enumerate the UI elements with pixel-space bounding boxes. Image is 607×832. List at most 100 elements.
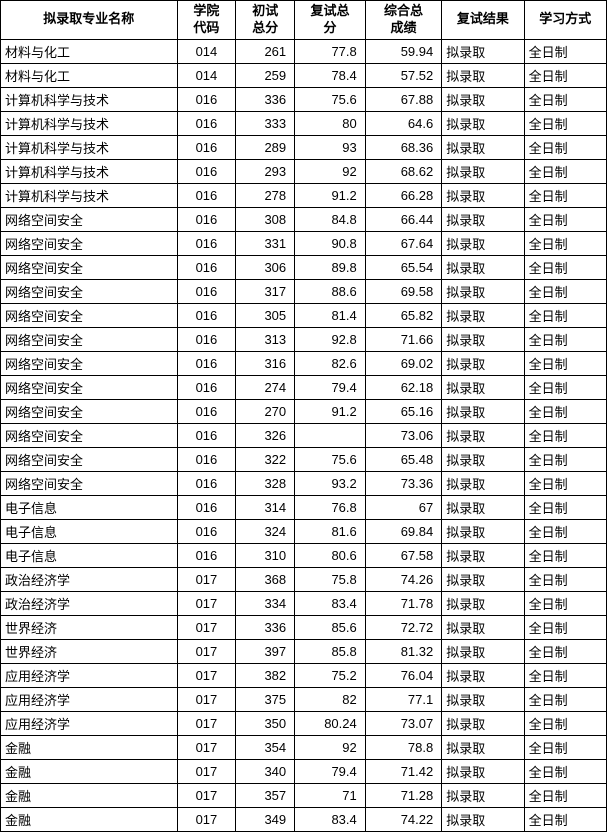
table-cell: 310 — [236, 543, 295, 567]
table-cell: 014 — [177, 39, 236, 63]
table-cell: 59.94 — [365, 39, 441, 63]
table-cell: 电子信息 — [1, 519, 178, 543]
table-row: 网络空间安全01633190.867.64拟录取全日制 — [1, 231, 607, 255]
table-cell: 016 — [177, 183, 236, 207]
table-cell: 全日制 — [524, 63, 606, 87]
table-cell: 金融 — [1, 735, 178, 759]
table-cell: 017 — [177, 735, 236, 759]
table-row: 材料与化工01426177.859.94拟录取全日制 — [1, 39, 607, 63]
table-cell: 331 — [236, 231, 295, 255]
table-cell: 68.62 — [365, 159, 441, 183]
table-cell: 83.4 — [295, 591, 366, 615]
table-cell: 326 — [236, 423, 295, 447]
table-cell: 82 — [295, 687, 366, 711]
table-cell: 270 — [236, 399, 295, 423]
header-row: 拟录取专业名称学院代码初试总分复试总分综合总成绩复试结果学习方式 — [1, 1, 607, 40]
table-cell: 75.8 — [295, 567, 366, 591]
table-cell: 93 — [295, 135, 366, 159]
table-cell: 计算机科学与技术 — [1, 135, 178, 159]
table-cell: 全日制 — [524, 639, 606, 663]
table-cell: 政治经济学 — [1, 567, 178, 591]
table-row: 网络空间安全01632893.273.36拟录取全日制 — [1, 471, 607, 495]
table-cell: 016 — [177, 135, 236, 159]
table-row: 网络空间安全01630689.865.54拟录取全日制 — [1, 255, 607, 279]
header-cell: 复试总分 — [295, 1, 366, 40]
table-cell: 拟录取 — [442, 783, 524, 807]
table-cell: 340 — [236, 759, 295, 783]
table-cell: 85.8 — [295, 639, 366, 663]
table-cell: 274 — [236, 375, 295, 399]
table-cell: 328 — [236, 471, 295, 495]
table-cell: 017 — [177, 663, 236, 687]
table-row: 计算机科学与技术0163338064.6拟录取全日制 — [1, 111, 607, 135]
table-cell: 82.6 — [295, 351, 366, 375]
table-cell: 拟录取 — [442, 711, 524, 735]
table-cell: 全日制 — [524, 735, 606, 759]
table-cell: 73.06 — [365, 423, 441, 447]
table-cell: 拟录取 — [442, 495, 524, 519]
table-cell: 全日制 — [524, 159, 606, 183]
table-cell: 网络空间安全 — [1, 351, 178, 375]
table-cell: 76.8 — [295, 495, 366, 519]
table-cell: 69.58 — [365, 279, 441, 303]
table-cell: 拟录取 — [442, 639, 524, 663]
header-cell: 综合总成绩 — [365, 1, 441, 40]
table-cell: 017 — [177, 687, 236, 711]
table-cell: 016 — [177, 495, 236, 519]
table-row: 应用经济学01738275.276.04拟录取全日制 — [1, 663, 607, 687]
table-cell: 网络空间安全 — [1, 375, 178, 399]
table-cell: 65.54 — [365, 255, 441, 279]
table-cell: 全日制 — [524, 447, 606, 471]
table-cell: 76.04 — [365, 663, 441, 687]
table-row: 金融01734079.471.42拟录取全日制 — [1, 759, 607, 783]
table-cell: 016 — [177, 231, 236, 255]
table-cell: 全日制 — [524, 303, 606, 327]
table-row: 世界经济01733685.672.72拟录取全日制 — [1, 615, 607, 639]
table-cell: 317 — [236, 279, 295, 303]
table-cell: 65.82 — [365, 303, 441, 327]
table-cell: 259 — [236, 63, 295, 87]
table-cell: 全日制 — [524, 783, 606, 807]
table-cell: 322 — [236, 447, 295, 471]
table-cell: 应用经济学 — [1, 663, 178, 687]
table-cell: 80 — [295, 111, 366, 135]
table-cell: 016 — [177, 447, 236, 471]
table-cell: 349 — [236, 807, 295, 831]
table-cell: 金融 — [1, 783, 178, 807]
table-row: 网络空间安全01632275.665.48拟录取全日制 — [1, 447, 607, 471]
table-cell: 全日制 — [524, 327, 606, 351]
table-cell: 80.24 — [295, 711, 366, 735]
table-row: 政治经济学01733483.471.78拟录取全日制 — [1, 591, 607, 615]
table-cell: 016 — [177, 327, 236, 351]
table-cell: 拟录取 — [442, 207, 524, 231]
table-cell: 313 — [236, 327, 295, 351]
table-cell: 金融 — [1, 807, 178, 831]
table-cell: 69.84 — [365, 519, 441, 543]
table-cell: 全日制 — [524, 759, 606, 783]
table-cell: 世界经济 — [1, 639, 178, 663]
table-cell: 91.2 — [295, 399, 366, 423]
table-cell: 64.6 — [365, 111, 441, 135]
table-cell: 78.8 — [365, 735, 441, 759]
table-cell: 014 — [177, 63, 236, 87]
table-cell: 网络空间安全 — [1, 399, 178, 423]
table-cell: 应用经济学 — [1, 687, 178, 711]
table-cell: 88.6 — [295, 279, 366, 303]
table-row: 网络空间安全01627091.265.16拟录取全日制 — [1, 399, 607, 423]
table-cell: 拟录取 — [442, 63, 524, 87]
table-cell: 316 — [236, 351, 295, 375]
table-cell: 016 — [177, 279, 236, 303]
table-row: 电子信息01632481.669.84拟录取全日制 — [1, 519, 607, 543]
table-cell: 354 — [236, 735, 295, 759]
table-cell: 网络空间安全 — [1, 303, 178, 327]
table-cell: 拟录取 — [442, 663, 524, 687]
table-row: 网络空间安全01631682.669.02拟录取全日制 — [1, 351, 607, 375]
table-cell: 71.28 — [365, 783, 441, 807]
table-cell: 全日制 — [524, 207, 606, 231]
header-cell: 拟录取专业名称 — [1, 1, 178, 40]
table-cell: 全日制 — [524, 519, 606, 543]
table-cell: 62.18 — [365, 375, 441, 399]
table-cell: 拟录取 — [442, 567, 524, 591]
table-cell: 71.66 — [365, 327, 441, 351]
table-row: 网络空间安全01631788.669.58拟录取全日制 — [1, 279, 607, 303]
